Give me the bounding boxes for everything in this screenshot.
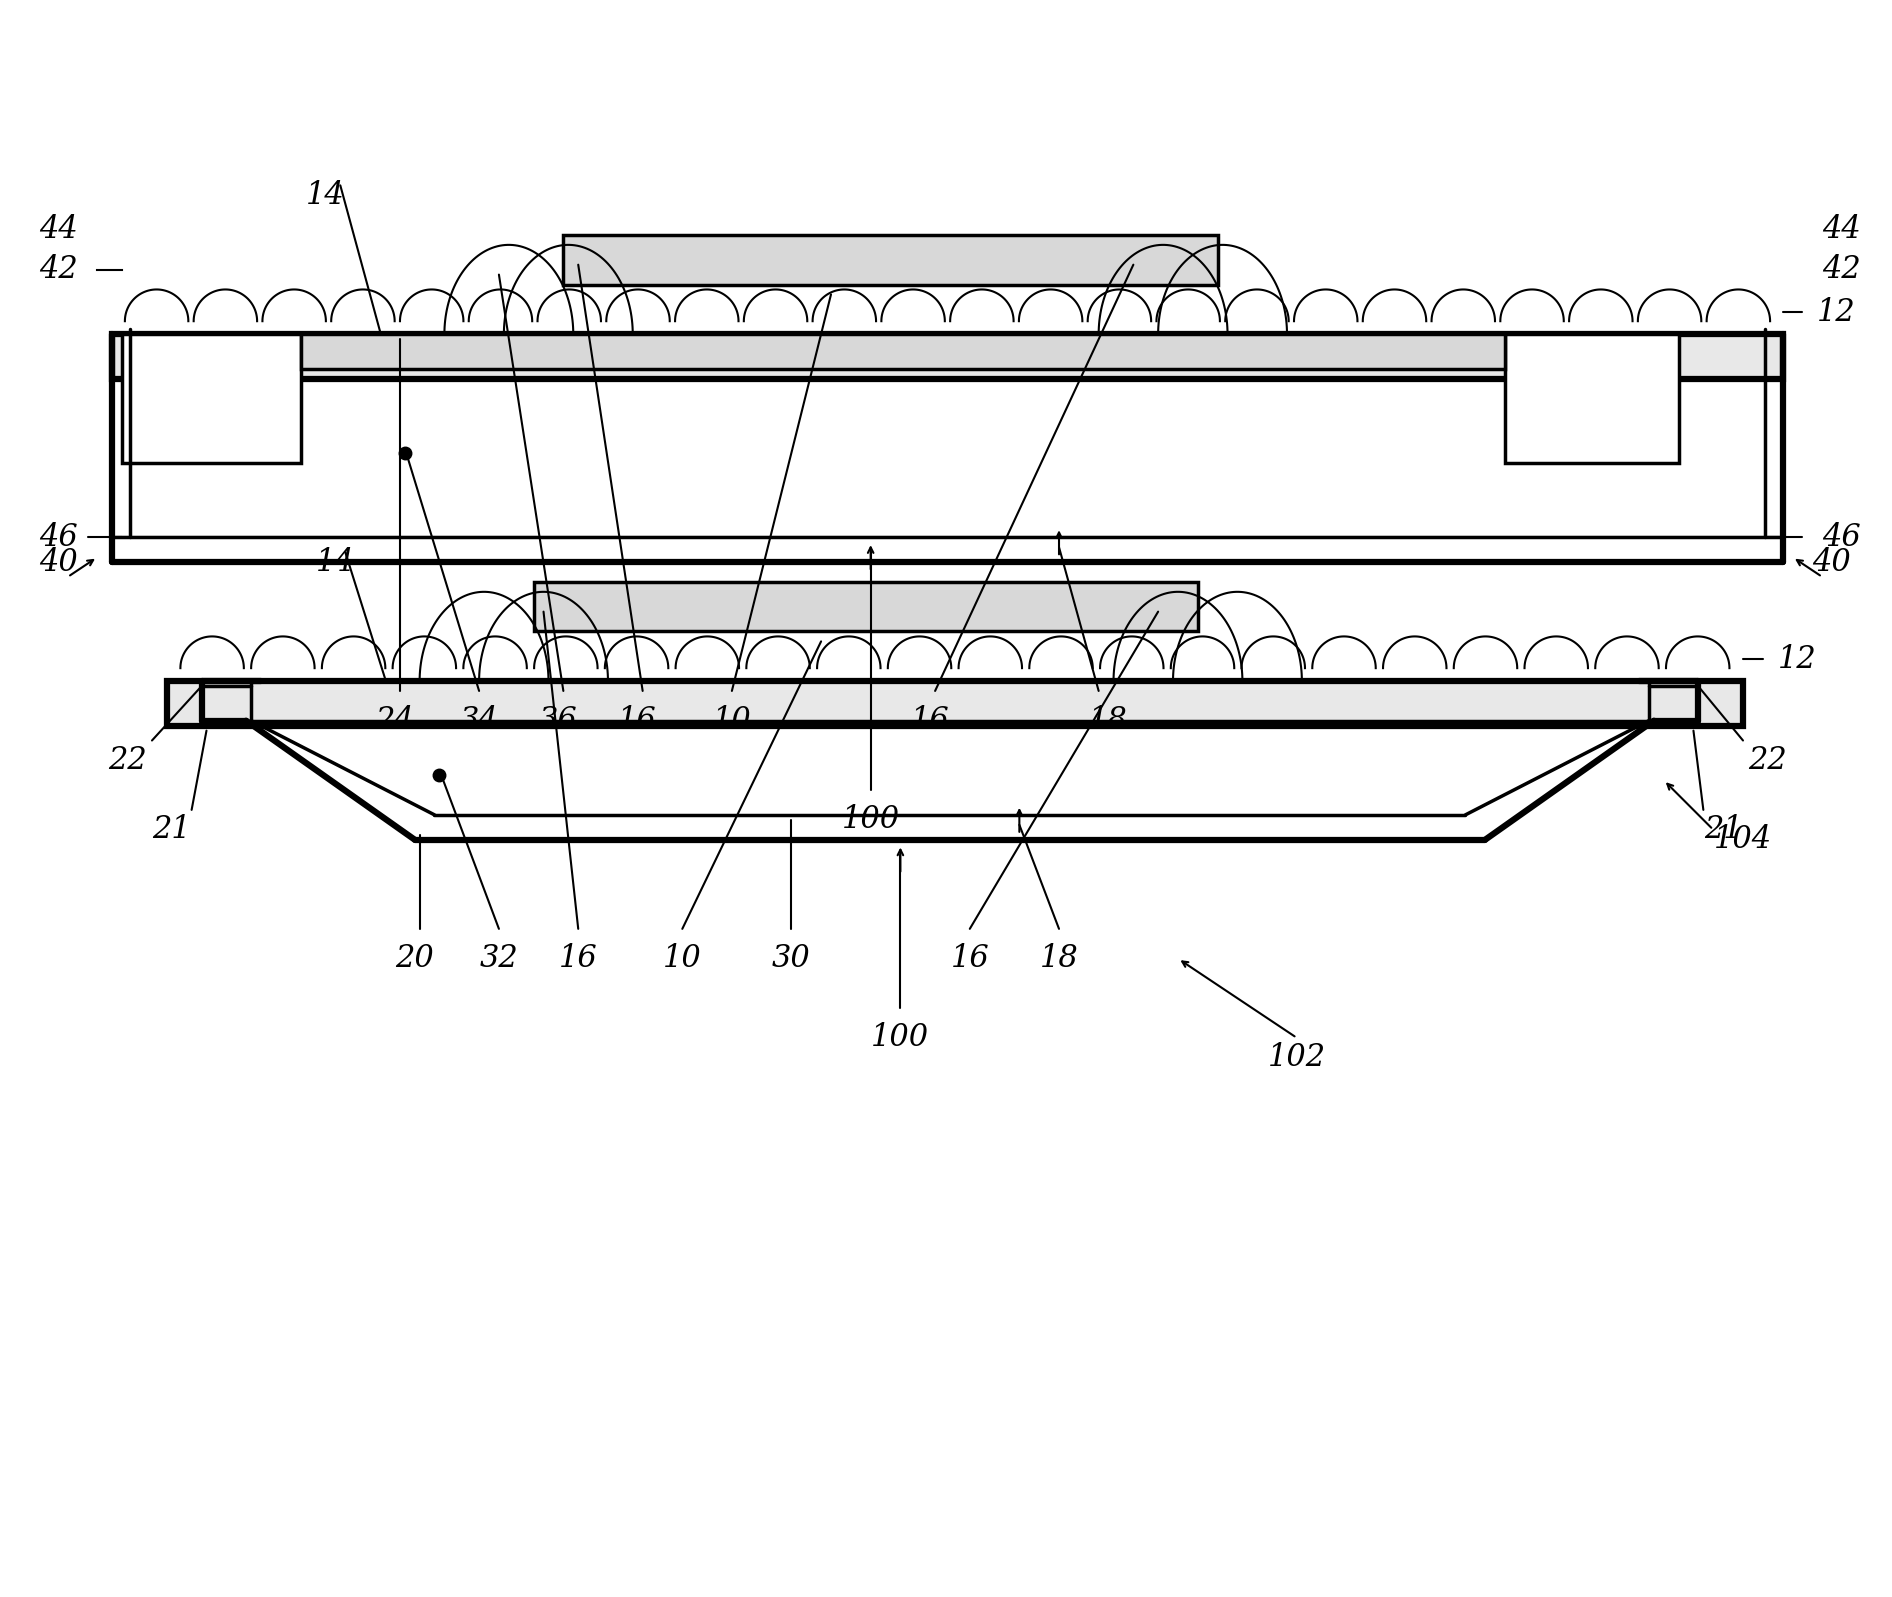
Text: 46: 46: [1822, 522, 1862, 553]
Text: 44: 44: [1822, 214, 1862, 246]
Text: 21: 21: [1705, 814, 1743, 845]
Text: 36: 36: [539, 706, 577, 736]
Text: 20: 20: [395, 944, 433, 974]
Text: 10: 10: [662, 944, 702, 974]
Bar: [112, 334, 1782, 378]
Text: 16: 16: [910, 706, 950, 736]
Text: 24: 24: [375, 706, 414, 736]
Bar: [123, 334, 301, 463]
Text: 18: 18: [1090, 706, 1128, 736]
Text: 12: 12: [1818, 297, 1856, 327]
Text: 40: 40: [40, 546, 78, 578]
Text: 22: 22: [1748, 744, 1788, 776]
Text: 16: 16: [619, 706, 657, 736]
Text: 40: 40: [1813, 546, 1850, 578]
Text: 18: 18: [1039, 944, 1078, 974]
Text: 10: 10: [713, 706, 751, 736]
Text: 16: 16: [558, 944, 598, 974]
Bar: [1506, 334, 1678, 463]
Bar: [301, 334, 1506, 369]
Text: 21: 21: [153, 814, 191, 845]
Text: 104: 104: [1714, 824, 1773, 854]
Bar: [534, 581, 1198, 631]
Text: 12: 12: [1778, 644, 1816, 674]
Text: 100: 100: [872, 1022, 929, 1054]
Text: 16: 16: [950, 944, 990, 974]
Text: 102: 102: [1268, 1043, 1326, 1073]
Text: 32: 32: [479, 944, 518, 974]
Text: 34: 34: [460, 706, 498, 736]
Bar: [166, 680, 1743, 725]
Text: 22: 22: [108, 744, 146, 776]
Text: 42: 42: [1822, 254, 1862, 286]
Text: 46: 46: [40, 522, 78, 553]
Text: 30: 30: [772, 944, 812, 974]
Bar: [564, 235, 1218, 284]
Text: 14: 14: [307, 180, 344, 211]
Text: 100: 100: [842, 805, 901, 835]
Text: 42: 42: [40, 254, 78, 286]
Text: 44: 44: [40, 214, 78, 246]
Text: 14: 14: [316, 546, 354, 578]
